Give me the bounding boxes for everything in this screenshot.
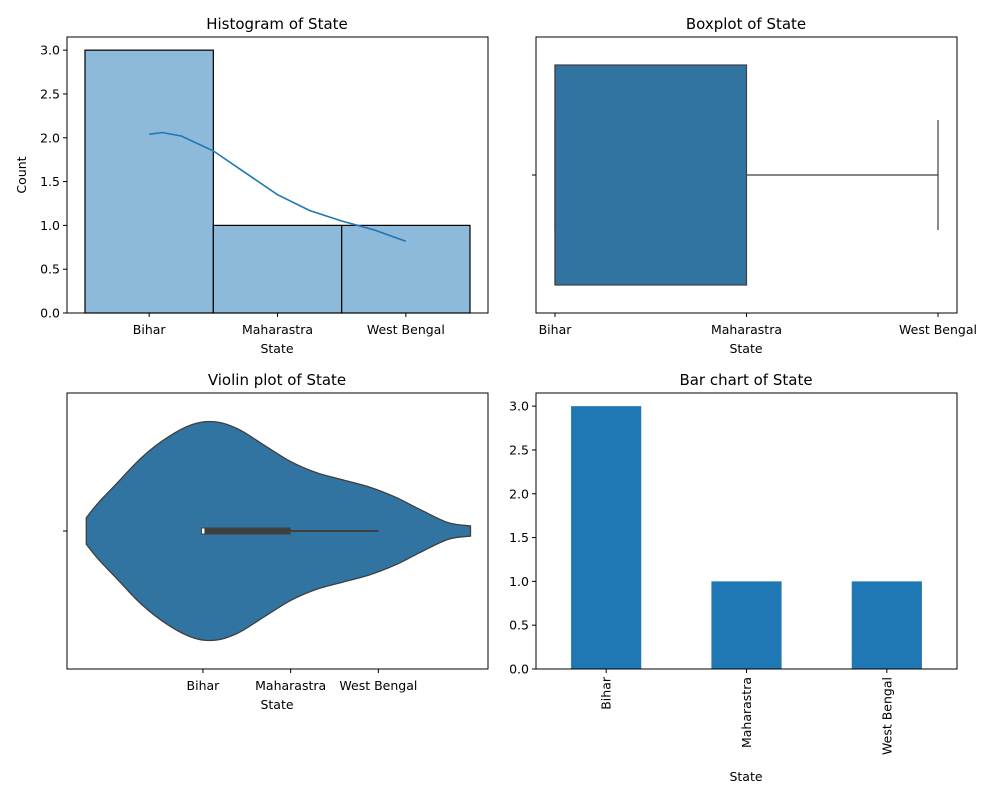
histogram-xtick-label: West Bengal <box>367 322 445 337</box>
bar-chart-bar <box>571 406 642 669</box>
violin-xtick-label: West Bengal <box>339 678 417 693</box>
histogram-xlabel: State <box>260 341 293 356</box>
histogram-ytick-label: 1.0 <box>40 218 60 233</box>
histogram-ytick-label: 1.5 <box>40 174 60 189</box>
histogram-title: Histogram of State <box>206 15 348 33</box>
bar-chart-bar <box>851 581 922 669</box>
histogram-bar <box>341 224 471 314</box>
bar-ytick-label: 0.5 <box>509 618 529 633</box>
violin-panel: Violin plot of State State Bihar Maharast… <box>63 371 489 712</box>
histogram-bar <box>84 49 214 314</box>
violin-median <box>201 528 205 534</box>
histogram-ylabel: Count <box>14 156 29 193</box>
histogram-ytick-label: 3.0 <box>40 43 60 58</box>
bar-ytick-label: 2.5 <box>509 442 529 457</box>
violin-xlabel: State <box>260 697 293 712</box>
histogram-panel: Histogram of State State Count 0.0 0.5 1.0… <box>14 15 489 356</box>
boxplot-title: Boxplot of State <box>686 15 806 33</box>
histogram-ytick-label: 2.0 <box>40 130 60 145</box>
boxplot-xlabel: State <box>729 341 762 356</box>
histogram-ytick-label: 0.0 <box>40 306 60 321</box>
bar-chart-bar <box>711 581 782 669</box>
boxplot-xtick-label: West Bengal <box>899 322 977 337</box>
boxplot-box <box>554 64 748 286</box>
boxplot-xtick-label: Bihar <box>539 322 573 337</box>
bar-ytick-label: 3.0 <box>509 399 529 414</box>
bar-xtick-label: Bihar <box>599 676 614 710</box>
violin-xtick-label: Bihar <box>187 678 221 693</box>
bar-ytick-label: 1.5 <box>509 530 529 545</box>
violin-title: Violin plot of State <box>208 371 346 389</box>
bar-ytick-label: 0.0 <box>509 662 529 677</box>
boxplot-xtick-label: Maharastra <box>711 322 782 337</box>
violin-xtick-label: Maharastra <box>255 678 326 693</box>
bar-panel: Bar chart of State State 0.0 0.5 1.0 1.5 2.0… <box>509 371 958 784</box>
histogram-ytick-label: 2.5 <box>40 86 60 101</box>
bar-xlabel: State <box>729 769 762 784</box>
histogram-ytick-label: 0.5 <box>40 262 60 277</box>
histogram-bar <box>212 224 343 314</box>
bar-ytick-label: 1.0 <box>509 574 529 589</box>
histogram-xtick-label: Bihar <box>133 322 167 337</box>
violin-inner-box <box>200 527 291 535</box>
bar-ytick-label: 2.0 <box>509 486 529 501</box>
bar-xtick-label: Maharastra <box>739 677 754 748</box>
boxplot-panel: Boxplot of State State Bihar Maharastra We… <box>532 15 977 356</box>
histogram-kde-line <box>149 131 407 242</box>
histogram-xtick-label: Maharastra <box>242 322 313 337</box>
bar-title: Bar chart of State <box>679 371 812 389</box>
bar-xtick-label: West Bengal <box>879 677 894 755</box>
